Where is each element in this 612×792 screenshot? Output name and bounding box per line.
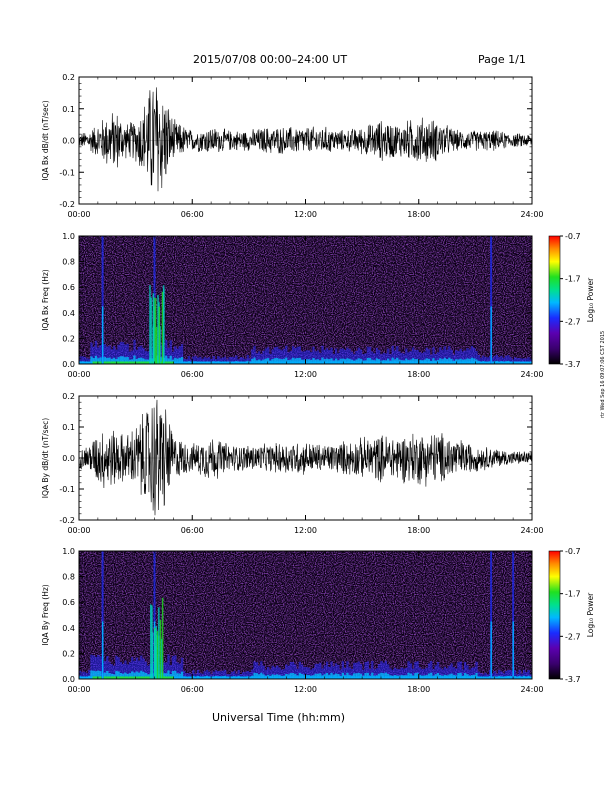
x-tick-label: 18:00: [407, 685, 430, 694]
y-tick-label: 0.4: [62, 309, 75, 318]
page-title: 2015/07/08 00:00–24:00 UT: [193, 53, 348, 66]
colorbar-tick-label: -1.7: [565, 590, 581, 599]
spectrogram-noise: [79, 551, 532, 679]
x-tick-label: 24:00: [520, 370, 543, 379]
colorbar-tick-label: -0.7: [565, 547, 581, 556]
x-tick-label: 18:00: [407, 526, 430, 535]
y-axis-label: IQA By Freq (Hz): [41, 584, 50, 646]
x-tick-label: 12:00: [294, 526, 317, 535]
x-tick-label: 00:00: [67, 370, 90, 379]
timestamp-stamp: rtr Wed Sep 16 09:07:06 CST 2015: [600, 330, 606, 418]
x-tick-label: 06:00: [181, 370, 204, 379]
x-axis-title: Universal Time (hh:mm): [212, 711, 345, 724]
y-tick-label: 0.4: [62, 624, 75, 633]
y-axis-label: IQA Bx Freq (Hz): [41, 269, 50, 331]
x-tick-label: 06:00: [181, 526, 204, 535]
y-tick-label: 0.1: [62, 105, 75, 114]
colorbar: [548, 235, 561, 365]
y-tick-label: 0.6: [62, 283, 75, 292]
y-tick-label: -0.2: [59, 200, 75, 209]
x-tick-label: 12:00: [294, 685, 317, 694]
y-tick-label: 0.0: [62, 360, 75, 369]
x-tick-label: 00:00: [67, 210, 90, 219]
bright-band: [490, 551, 493, 679]
bright-band: [153, 551, 156, 679]
colorbar-label: Log₁₀ Power: [586, 592, 595, 637]
y-tick-label: 0.6: [62, 598, 75, 607]
bright-band-core: [101, 621, 104, 679]
y-tick-label: -0.1: [59, 168, 75, 177]
low-freq-band: [79, 654, 532, 679]
spectrogram-noise: [79, 236, 532, 364]
bright-band-core: [101, 306, 104, 364]
y-tick-label: -0.1: [59, 485, 75, 494]
signal-trace-2: [79, 399, 532, 516]
colorbar-tick-label: -2.7: [565, 317, 581, 326]
signal-trace-0: [79, 87, 532, 192]
bright-band-core: [490, 621, 492, 679]
bright-band: [490, 236, 493, 364]
y-axis-label: IQA Bx dB/dt (nT/sec): [41, 100, 50, 181]
storm-burst: [149, 285, 165, 364]
colorbar-tick-label: -3.7: [565, 360, 581, 369]
y-tick-label: 0.2: [62, 392, 75, 401]
x-tick-label: 12:00: [294, 210, 317, 219]
bright-band: [101, 236, 104, 364]
x-tick-label: 24:00: [520, 526, 543, 535]
x-tick-label: 06:00: [181, 685, 204, 694]
y-tick-label: 0.0: [62, 137, 75, 146]
x-tick-label: 24:00: [520, 685, 543, 694]
y-tick-label: 0.8: [62, 573, 75, 582]
colorbar-label: Log₁₀ Power: [586, 277, 595, 322]
y-tick-label: 1.0: [62, 232, 75, 241]
colorbar-tick-label: -3.7: [565, 675, 581, 684]
storm-burst: [150, 597, 164, 679]
colorbar-tick-label: -2.7: [565, 632, 581, 641]
y-tick-label: 1.0: [62, 547, 75, 556]
low-freq-band: [79, 339, 532, 364]
y-tick-label: 0.8: [62, 258, 75, 267]
y-tick-label: 0.0: [62, 454, 75, 463]
x-tick-label: 18:00: [407, 370, 430, 379]
bright-band: [512, 551, 515, 679]
x-tick-label: 00:00: [67, 685, 90, 694]
x-tick-label: 24:00: [520, 210, 543, 219]
spectrogram-3: [79, 551, 532, 679]
x-tick-label: 12:00: [294, 370, 317, 379]
x-tick-label: 00:00: [67, 526, 90, 535]
y-tick-label: 0.2: [62, 649, 75, 658]
bright-band-core: [512, 621, 514, 679]
y-axis-label: IQA By dB/dt (nT/sec): [41, 418, 50, 499]
y-tick-label: 0.2: [62, 73, 75, 82]
colorbar-tick-label: -0.7: [565, 232, 581, 241]
spectrogram-1: [79, 236, 532, 364]
bright-band-core: [490, 306, 492, 364]
x-tick-label: 18:00: [407, 210, 430, 219]
y-tick-label: 0.1: [62, 423, 75, 432]
y-tick-label: 0.0: [62, 675, 75, 684]
bright-band: [101, 551, 104, 679]
colorbar: [548, 550, 561, 680]
page-number: Page 1/1: [478, 53, 526, 66]
y-tick-label: 0.2: [62, 334, 75, 343]
y-tick-label: -0.2: [59, 516, 75, 525]
x-tick-label: 06:00: [181, 210, 204, 219]
colorbar-tick-label: -1.7: [565, 275, 581, 284]
